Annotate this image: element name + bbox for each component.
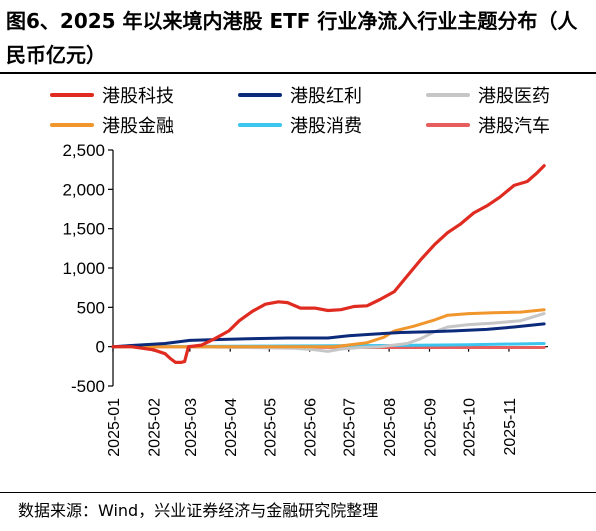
y-tick-label: -500 [71,377,105,396]
x-tick-label: 2025-11 [502,398,519,456]
x-tick-label: 2025-10 [462,398,479,457]
x-tick-label: 2025-01 [106,398,123,457]
legend-item-dividend: 港股红利 [238,84,362,107]
y-tick-label: 2,000 [62,180,105,199]
x-tick-label: 2025-05 [262,398,279,457]
x-tick-label: 2025-03 [183,398,200,457]
legend-label-tech: 港股科技 [102,86,174,107]
legend-swatch-consumer [238,123,282,127]
x-tick-label: 2025-07 [342,398,359,457]
legend-item-finance: 港股金融 [50,114,174,137]
y-tick-label: 0 [96,338,105,357]
y-axis: -500 0 500 1,000 1,500 2,000 2,500 [62,141,114,396]
legend-label-auto: 港股汽车 [478,116,550,137]
x-tick-label: 2025-06 [303,398,320,457]
legend-swatch-dividend [238,93,282,97]
legend-swatch-finance [50,123,94,127]
legend-item-consumer: 港股消费 [238,114,362,137]
legend-label-finance: 港股金融 [102,116,174,137]
series-line-0 [111,164,546,364]
y-tick-label: 500 [77,298,105,317]
legend-item-pharma: 港股医药 [426,84,550,107]
legend-label-consumer: 港股消费 [290,116,362,137]
series-line-2 [111,312,546,353]
series-layer [111,164,546,364]
legend-item-auto: 港股汽车 [426,114,550,137]
page-title: 图6、2025 年以来境内港股 ETF 行业净流入行业主题分布（人民币亿元） [6,9,578,67]
x-tick-label: 2025-02 [146,398,163,457]
legend-label-dividend: 港股红利 [290,86,362,107]
legend-label-pharma: 港股医药 [478,86,550,107]
x-tick-label: 2025-04 [223,398,240,457]
source-note: 数据来源：Wind，兴业证券经济与金融研究院整理 [18,501,379,520]
y-tick-label: 1,500 [62,220,105,239]
legend-swatch-tech [50,93,94,97]
y-tick-label: 1,000 [62,259,105,278]
legend-swatch-pharma [426,93,470,97]
x-tick-label: 2025-08 [382,398,399,457]
series-line-3 [111,308,546,349]
x-tick-label: 2025-09 [422,398,439,457]
y-tick-label: 2,500 [62,141,105,160]
series-line-1 [111,322,546,349]
legend-item-tech: 港股科技 [50,84,174,107]
source-divider [0,492,596,493]
title-divider [0,72,596,74]
legend-swatch-auto [426,123,470,127]
x-axis: 2025-01 2025-02 2025-03 2025-04 2025-05 2025-… [106,346,548,457]
